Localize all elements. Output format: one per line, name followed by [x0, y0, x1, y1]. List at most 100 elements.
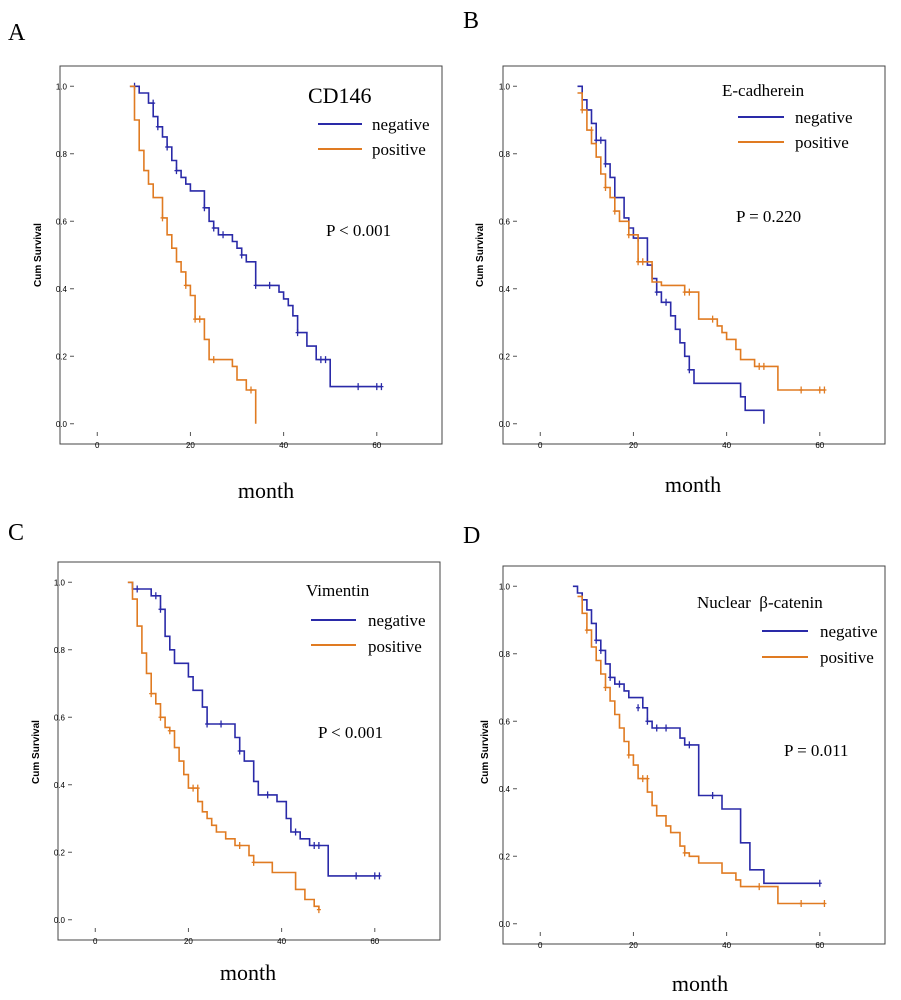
censor-mark-negative	[221, 231, 226, 239]
y-tick-label: 0.4	[56, 285, 68, 294]
censor-mark-positive	[183, 281, 188, 289]
censor-mark-negative	[598, 646, 603, 654]
censor-mark-negative	[267, 281, 272, 289]
censor-mark-positive	[799, 386, 804, 394]
x-tick-label: 40	[279, 441, 288, 450]
censor-mark-negative	[323, 356, 328, 364]
y-tick-label: 0.0	[499, 920, 511, 929]
x-tick-label: 60	[815, 441, 824, 450]
km-curve-negative	[127, 581, 380, 877]
plot-frame	[502, 565, 886, 945]
censor-mark-negative	[608, 673, 613, 681]
censor-mark-negative	[617, 680, 622, 688]
censor-mark-positive	[197, 315, 202, 323]
censor-mark-negative	[374, 383, 379, 391]
censor-mark-negative	[205, 720, 210, 728]
plot-area: 0.0 0.2 0.4 0.6 0.8 1.0 0 20 40 60	[499, 82, 827, 450]
censor-mark-positive	[687, 288, 692, 296]
chart-title: Nuclear β-catenin	[697, 593, 823, 612]
y-tick-label: 0.6	[54, 713, 66, 722]
plot-area: 0.0 0.2 0.4 0.6 0.8 1.0 0 20 40 60	[499, 582, 827, 950]
censor-mark-negative	[687, 741, 692, 749]
censor-mark-negative	[817, 879, 822, 887]
legend-label-negative: negative	[368, 611, 426, 630]
x-tick-label: 40	[722, 941, 731, 950]
p-value: P < 0.001	[326, 221, 391, 240]
x-axis-label: month	[238, 478, 294, 503]
censor-mark-negative	[710, 792, 715, 799]
y-tick-label: 1.0	[499, 582, 511, 591]
censor-mark-negative	[135, 585, 140, 593]
panel-label: A	[8, 20, 26, 46]
panel-b: B Cum Survival month E-cadherein negativ…	[463, 8, 886, 497]
censor-mark-negative	[158, 605, 163, 613]
panel-a: A Cum Survival month CD146 negative posi…	[8, 20, 443, 503]
legend-label-negative: negative	[795, 108, 853, 127]
censor-mark-negative	[598, 136, 603, 144]
legend-label-positive: positive	[372, 140, 426, 159]
p-value: P = 0.011	[784, 741, 849, 760]
censor-mark-negative	[603, 160, 608, 168]
p-value: P = 0.220	[736, 207, 801, 226]
censor-mark-positive	[757, 883, 762, 891]
y-axis-label: Cum Survival	[33, 223, 44, 287]
censor-mark-negative	[645, 717, 650, 725]
censor-mark-negative	[293, 828, 298, 836]
y-tick-label: 0.8	[56, 150, 68, 159]
censor-mark-positive	[603, 684, 608, 691]
censor-mark-negative	[295, 329, 300, 337]
y-tick-label: 0.8	[499, 150, 511, 159]
x-tick-label: 0	[93, 937, 98, 946]
censor-mark-negative	[654, 288, 659, 296]
y-tick-label: 1.0	[54, 578, 66, 587]
plot-area: 0.0 0.2 0.4 0.6 0.8 1.0 0 20 40 60	[56, 82, 384, 450]
chart-title: E-cadherein	[722, 81, 805, 100]
y-tick-label: 0.8	[499, 650, 511, 659]
y-axis-label: Cum Survival	[480, 720, 491, 784]
y-tick-label: 0.6	[499, 217, 511, 226]
y-tick-label: 0.6	[56, 217, 68, 226]
censor-mark-positive	[316, 906, 321, 914]
km-curve-positive	[129, 85, 257, 424]
censor-mark-negative	[664, 298, 669, 306]
legend-label-negative: negative	[372, 115, 430, 134]
censor-mark-negative	[354, 872, 359, 880]
censor-mark-negative	[594, 636, 599, 644]
plot-frame	[57, 561, 441, 941]
panel-label: C	[8, 520, 24, 546]
km-curve-positive	[577, 92, 825, 391]
x-tick-label: 20	[629, 941, 638, 950]
x-tick-label: 0	[95, 441, 100, 450]
x-tick-label: 40	[277, 937, 286, 946]
x-axis-label: month	[220, 960, 276, 985]
x-axis-label: month	[672, 971, 728, 996]
y-tick-label: 0.6	[499, 717, 511, 726]
y-tick-label: 0.0	[54, 916, 66, 925]
panel-label: D	[463, 523, 480, 549]
y-tick-label: 0.4	[54, 781, 66, 790]
censor-mark-positive	[757, 362, 762, 370]
censor-mark-negative	[372, 872, 377, 880]
censor-mark-negative	[211, 224, 216, 232]
censor-mark-positive	[636, 258, 641, 266]
y-tick-label: 0.2	[499, 852, 511, 861]
censor-mark-negative	[312, 842, 317, 849]
censor-mark-positive	[580, 106, 585, 114]
y-tick-label: 0.2	[54, 848, 66, 857]
censor-mark-negative	[379, 383, 384, 391]
y-tick-label: 0.0	[499, 420, 511, 429]
censor-mark-positive	[682, 849, 687, 857]
censor-mark-positive	[822, 386, 827, 394]
censor-mark-positive	[817, 386, 822, 394]
y-tick-label: 0.4	[499, 785, 511, 794]
censor-mark-negative	[155, 123, 160, 131]
panel-d: D Cum Survival month Nuclear β-catenin n…	[463, 523, 886, 996]
x-tick-label: 20	[186, 441, 195, 450]
censor-mark-positive	[249, 386, 253, 394]
y-tick-label: 0.2	[499, 352, 511, 361]
censor-mark-positive	[191, 784, 196, 792]
legend-label-negative: negative	[820, 622, 878, 641]
plot-frame	[502, 65, 886, 445]
y-tick-label: 1.0	[56, 82, 68, 91]
x-tick-label: 60	[372, 441, 381, 450]
